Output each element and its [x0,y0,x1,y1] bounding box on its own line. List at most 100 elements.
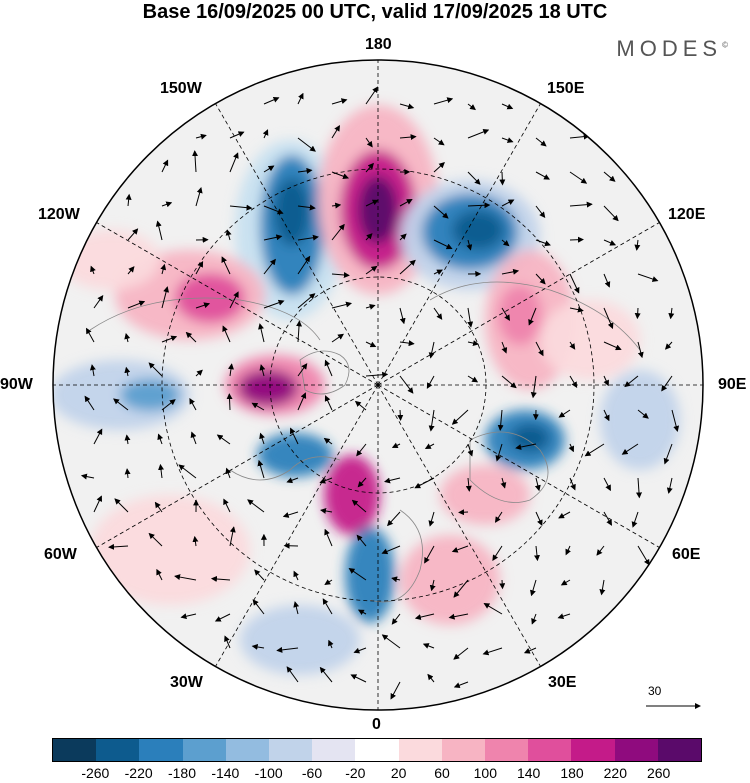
colorbar-swatch [269,739,313,761]
wind-arrow [254,569,265,581]
wind-arrow [637,545,650,566]
wind-arrow [467,129,490,139]
wind-arrow [258,323,265,343]
wind-arrow [224,635,231,649]
wind-arrow [297,392,307,411]
wind-arrow [353,647,367,654]
wind-arrow [93,295,104,309]
wind-arrow [263,234,283,241]
wind-arrow [391,576,401,583]
wind-arrow [433,307,443,320]
wind-arrow [523,647,537,654]
anomaly-contour [440,465,530,525]
wind-arrow [290,427,299,445]
wind-arrow [331,125,340,139]
map-disc [53,60,703,710]
wind-arrow [263,258,276,275]
wind-arrow [357,477,367,488]
anomaly-contour [90,495,250,605]
wind-arrow [433,97,454,105]
meridian-line [377,103,541,386]
wind-arrow [428,409,435,432]
wind-arrow [216,434,231,445]
wind-arrow [221,256,231,275]
wind-arrow [324,528,333,547]
wind-arrow [399,103,415,110]
wind-arrow [384,477,401,484]
wind-arrow [433,137,445,146]
wind-arrow [354,400,367,411]
wind-arrow [263,96,280,105]
wind-arrow [624,375,639,388]
wind-arrow [399,233,407,241]
wind-arrow [501,199,515,207]
wind-arrow [603,341,622,351]
wind-arrow [365,86,379,105]
wind-arrow [251,402,265,411]
wind-arrow [433,162,445,173]
colorbar [52,738,702,762]
colorbar-swatch [225,739,270,761]
wind-arrow [247,499,265,513]
wind-arrow [497,409,504,432]
wind-arrow [603,239,617,246]
label-120w: 120W [38,206,80,223]
wind-arrow [324,359,333,377]
colorbar-tick-label: 60 [434,765,450,781]
anomaly-contour [540,300,640,380]
latitude-circle [161,168,595,602]
wind-arrow [501,268,520,275]
wind-arrow [661,375,673,392]
wind-arrow [433,239,453,250]
wind-arrow [365,233,373,241]
wind-arrow [286,477,299,484]
wind-arrow [557,613,571,620]
wind-arrow [451,545,469,553]
wind-arrow [161,201,173,208]
wind-arrow [155,220,163,241]
wind-arrow [451,409,469,425]
wind-arrow [634,239,641,251]
wind-arrow [365,137,373,148]
wind-arrow [124,332,131,343]
wind-arrow [225,467,232,479]
wind-arrow [192,150,199,173]
wind-arrow [637,409,649,419]
colorbar-tick-label: 20 [390,765,407,781]
wind-arrow [263,165,275,173]
wind-arrow [535,511,543,526]
wind-arrow [297,363,308,377]
wind-arrow [263,299,285,309]
wind-arrow [535,239,551,247]
wind-arrow [178,464,197,479]
wind-arrow [229,526,236,547]
wind-arrow [467,340,480,347]
wind-arrow [319,666,333,683]
wind-arrow [108,543,129,550]
colorbar-swatch [485,739,529,761]
wind-arrow [426,375,435,389]
wind-arrow [528,307,537,326]
wind-arrow [229,152,239,173]
wind-arrow [331,202,342,209]
map-border [52,59,704,711]
wind-arrow [348,567,367,581]
wind-arrow [603,273,611,288]
wind-arrow [465,477,472,492]
colorbar-tick-label: 100 [473,765,498,781]
wind-arrow [86,327,95,343]
wind-arrow [296,320,303,343]
wind-arrow [225,229,232,241]
wind-arrow [381,545,401,555]
wind-arrow [263,205,284,215]
meridian-line [377,384,660,548]
wind-arrow [93,428,103,445]
label-30w: 30W [170,674,203,691]
wind-arrow [467,307,474,328]
wind-arrow [399,340,415,347]
wind-arrow [671,409,680,432]
wind-arrow [114,498,129,513]
wind-arrow [453,579,469,598]
wind-arrow [297,255,311,275]
anomaly-contour [257,433,333,477]
